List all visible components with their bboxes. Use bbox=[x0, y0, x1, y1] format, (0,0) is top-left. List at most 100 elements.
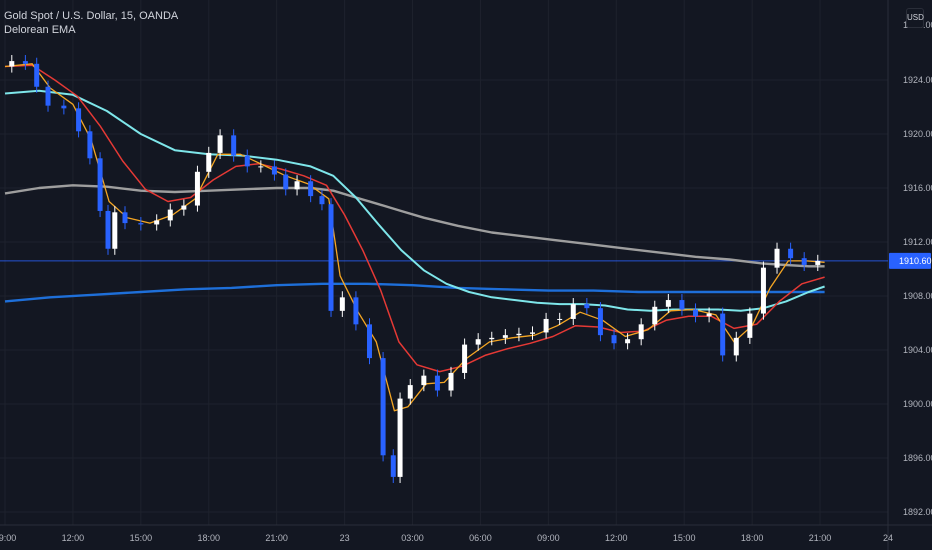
x-axis-tick-label: 23 bbox=[340, 533, 350, 543]
candle-body bbox=[665, 300, 671, 307]
x-axis-tick-label: 18:00 bbox=[741, 533, 764, 543]
ema-long-line bbox=[4, 184, 825, 268]
candle-body bbox=[475, 339, 481, 345]
candle-body bbox=[34, 63, 40, 87]
x-axis-tick-label: 15:00 bbox=[130, 533, 153, 543]
y-axis-tick-label: 1904.000 bbox=[903, 345, 932, 355]
ema-mid-line bbox=[4, 64, 825, 373]
candle-body bbox=[597, 308, 603, 336]
candle-body bbox=[353, 297, 359, 325]
candle-body bbox=[747, 313, 753, 338]
candle-body bbox=[788, 248, 794, 259]
candle-body bbox=[397, 398, 403, 477]
current-price-label: 1910.601 bbox=[899, 256, 932, 266]
ema-slow-line bbox=[4, 89, 825, 312]
y-axis-tick-label: 1908.000 bbox=[903, 291, 932, 301]
candle-body bbox=[271, 166, 277, 175]
candle-body bbox=[652, 306, 658, 325]
x-axis-tick-label: 06:00 bbox=[469, 533, 492, 543]
candle-body bbox=[294, 181, 300, 190]
candle-body bbox=[181, 205, 187, 210]
candle-body bbox=[122, 212, 128, 224]
candle-body bbox=[112, 212, 118, 249]
candle-body bbox=[543, 318, 549, 333]
candle-body bbox=[516, 333, 522, 336]
x-axis-tick-label: 24 bbox=[883, 533, 893, 543]
currency-badge[interactable]: USD bbox=[906, 8, 924, 28]
ema-longest-line bbox=[4, 282, 825, 303]
candle-body bbox=[584, 304, 590, 309]
candle-body bbox=[258, 166, 264, 168]
candle-body bbox=[801, 258, 807, 265]
candle-body bbox=[9, 61, 15, 67]
candle-body bbox=[217, 135, 223, 153]
candle-body bbox=[61, 105, 67, 109]
candle-body bbox=[720, 313, 726, 356]
x-axis-tick-label: 12:00 bbox=[62, 533, 85, 543]
candle-body bbox=[625, 339, 631, 344]
candle-body bbox=[557, 318, 563, 320]
x-axis-tick-label: 09:00 bbox=[537, 533, 560, 543]
candle-body bbox=[390, 455, 396, 477]
candle-body bbox=[815, 260, 821, 265]
candle-body bbox=[308, 181, 314, 197]
candle-body bbox=[638, 324, 644, 340]
y-axis-tick-label: 1896.000 bbox=[903, 453, 932, 463]
x-axis-tick-label: 09:00 bbox=[0, 533, 16, 543]
candle-body bbox=[733, 337, 739, 356]
candle-body bbox=[421, 375, 427, 386]
candle-body bbox=[206, 152, 212, 172]
candle-body bbox=[693, 309, 699, 317]
candle-body bbox=[194, 171, 200, 206]
candle-body bbox=[231, 135, 237, 156]
candle-body bbox=[97, 158, 103, 211]
candle-body bbox=[244, 155, 250, 167]
y-axis-tick-label: 1924.000 bbox=[903, 75, 932, 85]
legend-symbol-line: Gold Spot / U.S. Dollar, 15, OANDA bbox=[4, 10, 179, 22]
x-axis-tick-label: 15:00 bbox=[673, 533, 696, 543]
candle-body bbox=[502, 335, 508, 338]
candle-body bbox=[407, 385, 413, 399]
y-axis-tick-label: 1912.000 bbox=[903, 237, 932, 247]
legend-indicator-line: Delorean EMA bbox=[4, 24, 76, 36]
ema-fast-line bbox=[4, 63, 825, 412]
candle-body bbox=[22, 61, 28, 64]
candle-body bbox=[138, 223, 144, 225]
y-axis-tick-label: 1920.000 bbox=[903, 129, 932, 139]
candle-body bbox=[706, 313, 712, 317]
candle-body bbox=[760, 267, 766, 314]
candle-body bbox=[448, 372, 454, 391]
candle-body bbox=[489, 337, 495, 340]
current-price-label-bg bbox=[889, 252, 931, 269]
y-axis-tick-label: 1900.000 bbox=[903, 399, 932, 409]
candle-body bbox=[434, 375, 440, 391]
candle-body bbox=[530, 332, 536, 334]
candle-body bbox=[679, 300, 685, 310]
y-axis-tick-label: 1892.000 bbox=[903, 507, 932, 517]
candle-body bbox=[76, 108, 82, 132]
candle-body bbox=[154, 220, 160, 225]
candle-body bbox=[380, 358, 386, 456]
chart-legend: Gold Spot / U.S. Dollar, 15, OANDA Delor… bbox=[4, 9, 178, 37]
x-axis-tick-label: 18:00 bbox=[197, 533, 220, 543]
candle-body bbox=[45, 86, 51, 106]
candle-body bbox=[283, 174, 289, 190]
candle-body bbox=[570, 304, 576, 319]
candle-body bbox=[167, 209, 173, 221]
x-axis-tick-label: 03:00 bbox=[401, 533, 424, 543]
candle-body bbox=[319, 196, 325, 205]
x-axis-tick-label: 21:00 bbox=[809, 533, 832, 543]
y-axis-tick-label: 1916.000 bbox=[903, 183, 932, 193]
candle-body bbox=[367, 324, 373, 359]
candle-body bbox=[328, 204, 334, 311]
candle-body bbox=[462, 344, 468, 373]
candle-body bbox=[87, 131, 93, 159]
candle-body bbox=[105, 210, 111, 249]
x-axis-tick-label: 21:00 bbox=[265, 533, 288, 543]
candle-body bbox=[774, 248, 780, 268]
candle-body bbox=[339, 297, 345, 311]
x-axis-tick-label: 12:00 bbox=[605, 533, 628, 543]
